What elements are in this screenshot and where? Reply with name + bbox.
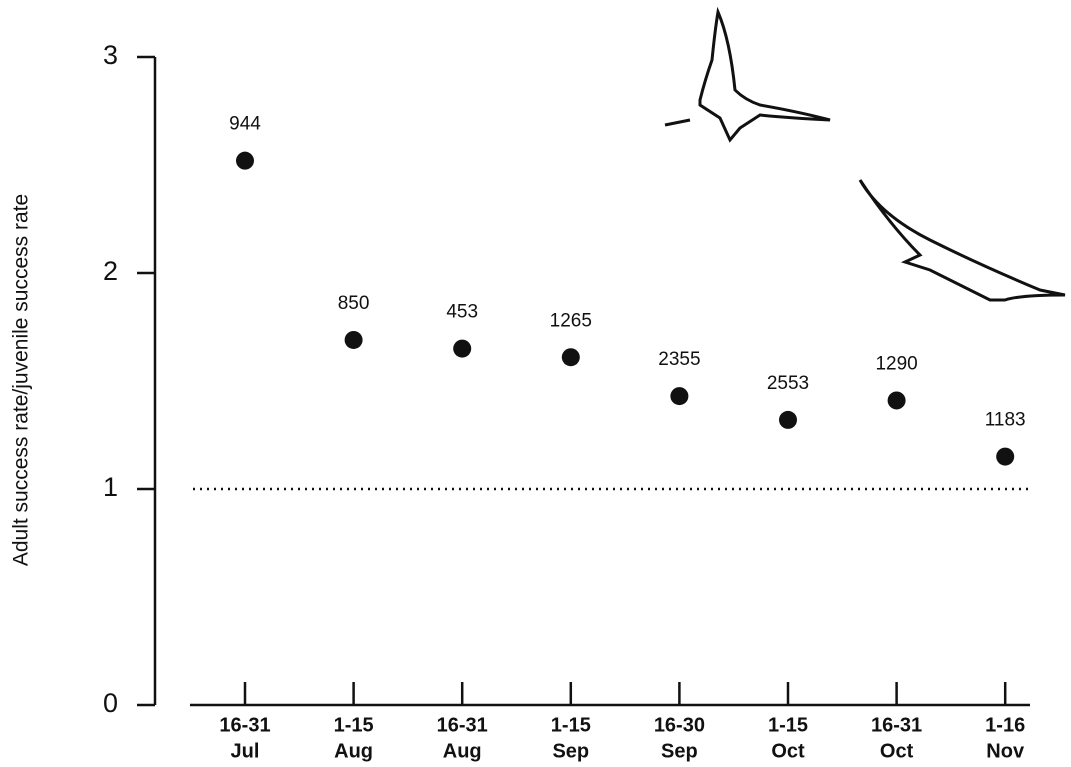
y-tick-label: 3 bbox=[103, 40, 118, 70]
x-tick-label: Aug bbox=[334, 740, 373, 762]
point bbox=[888, 391, 906, 409]
x-tick-label: 16-31 bbox=[219, 714, 270, 736]
x-tick-label: 1-15 bbox=[334, 714, 374, 736]
x-tick-label: Oct bbox=[771, 740, 805, 762]
x-tick-label: 1-16 bbox=[985, 714, 1025, 736]
x-tick-label: 1-15 bbox=[551, 714, 591, 736]
x-tick-label: 16-30 bbox=[654, 714, 705, 736]
point-label: 2355 bbox=[658, 349, 700, 370]
point bbox=[236, 152, 254, 170]
x-tick-label: Nov bbox=[986, 740, 1025, 762]
point bbox=[779, 411, 797, 429]
point bbox=[562, 348, 580, 366]
point-label: 453 bbox=[446, 302, 478, 323]
x-tick-label: Oct bbox=[880, 740, 914, 762]
y-tick-label: 1 bbox=[103, 472, 118, 502]
x-tick-label: Aug bbox=[443, 740, 482, 762]
y-tick-label: 0 bbox=[103, 688, 118, 718]
point bbox=[345, 331, 363, 349]
point-label: 1183 bbox=[985, 410, 1026, 431]
chart: Adult success rate/juvenile success rate… bbox=[0, 0, 1071, 767]
x-tick-label: 1-15 bbox=[768, 714, 808, 736]
bird-illustrations bbox=[665, 12, 1065, 300]
bird-2 bbox=[860, 180, 1065, 300]
x-tick-label: Jul bbox=[231, 740, 260, 762]
point-label: 850 bbox=[338, 293, 370, 314]
x-tick-label: Sep bbox=[552, 740, 589, 762]
point bbox=[453, 340, 471, 358]
point-label: 1290 bbox=[875, 353, 917, 374]
x-tick-label: Sep bbox=[661, 740, 698, 762]
y-axis-label: Adult success rate/juvenile success rate bbox=[10, 194, 33, 566]
bird-1 bbox=[665, 12, 830, 140]
point bbox=[670, 387, 688, 405]
point-label: 2553 bbox=[767, 373, 809, 394]
point-label: 1265 bbox=[550, 310, 592, 331]
x-tick-label: 16-31 bbox=[437, 714, 488, 736]
point bbox=[996, 448, 1014, 466]
y-tick-label: 2 bbox=[103, 256, 118, 286]
point-label: 944 bbox=[229, 114, 261, 135]
x-tick-label: 16-31 bbox=[871, 714, 922, 736]
